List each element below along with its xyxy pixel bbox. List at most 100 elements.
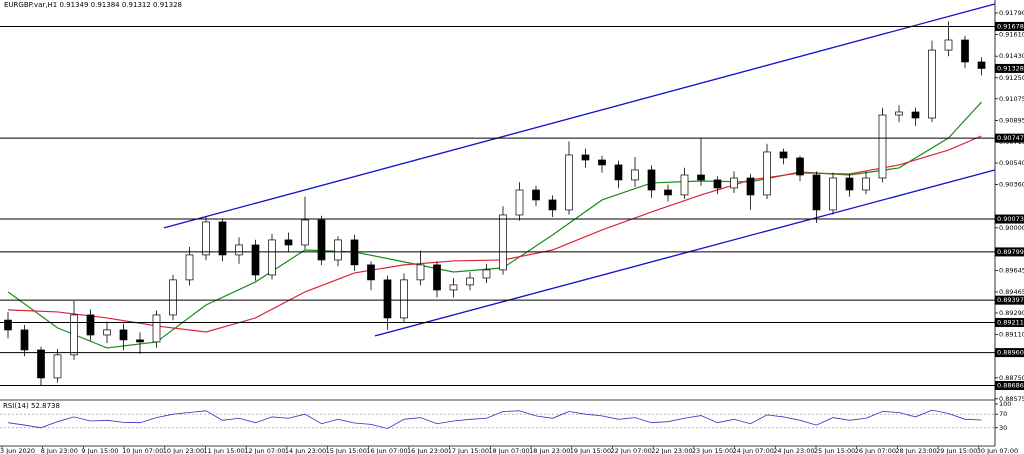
candle-body xyxy=(647,169,656,191)
y-tick-label: 0.88750 xyxy=(999,374,1024,382)
y-tick-label: 0.91430 xyxy=(999,52,1024,60)
candle-body xyxy=(961,39,969,63)
y-tick-label: 0.90895 xyxy=(999,116,1024,124)
candle-body xyxy=(614,164,623,181)
x-tick-label: 10 Jun 07:00 xyxy=(122,447,163,454)
level-line-box xyxy=(995,214,1024,224)
candle-body xyxy=(862,177,870,191)
x-tick-label: 11 Jun 15:00 xyxy=(204,447,245,454)
candle-body xyxy=(433,264,441,291)
x-tick-label: 19 Jun 15:00 xyxy=(570,447,611,454)
y-tick-label: 0.91075 xyxy=(999,95,1024,103)
level-line-box xyxy=(995,295,1024,305)
level-line-label: 0.89211 xyxy=(997,318,1024,326)
candle-body xyxy=(416,264,425,281)
x-tick-label: 22 Jun 23:00 xyxy=(651,447,692,454)
candle-body xyxy=(829,177,837,211)
x-tick-label: 10 Jun 23:00 xyxy=(163,447,204,454)
level-line-box xyxy=(995,317,1024,327)
candle-body xyxy=(779,151,788,159)
candle-body xyxy=(317,219,326,261)
candle-body xyxy=(251,244,260,276)
level-line-box xyxy=(995,133,1024,143)
y-tick-label: 0.89110 xyxy=(999,331,1024,339)
candle-body xyxy=(70,314,78,356)
y-tick-label: 0.90540 xyxy=(999,159,1024,167)
x-tick-label: 18 Jun 23:00 xyxy=(529,447,570,454)
y-tick-label: 0.90360 xyxy=(999,181,1024,189)
candle-body xyxy=(284,239,293,246)
rsi-name: RSI(14) xyxy=(3,402,29,410)
candle-body xyxy=(152,314,161,343)
candle-body xyxy=(763,151,771,196)
candle-body xyxy=(812,174,821,211)
x-tick-label: 16 Jun 23:00 xyxy=(407,447,448,454)
chart-body: 0.91790 0.91610 0.91430 0.91250 0.91075 0.908… xyxy=(0,3,1024,454)
candle-body xyxy=(697,174,705,181)
candle-body xyxy=(136,339,144,343)
candle-body xyxy=(185,254,194,281)
x-tick-label: 22 Jun 07:00 xyxy=(611,447,652,454)
candle-body xyxy=(515,189,524,216)
rsi-line xyxy=(7,409,982,429)
level-line-box xyxy=(995,348,1024,358)
open: 0.91349 xyxy=(59,1,88,9)
x-tick-label: 30 Jun 07:00 xyxy=(977,447,1018,454)
level-line-label: 0.89397 xyxy=(997,296,1024,304)
x-tick-label: 12 Jun 07:00 xyxy=(244,447,285,454)
candle-body xyxy=(548,199,557,211)
y-tick-label: 0.90000 xyxy=(999,224,1024,232)
candle-body xyxy=(383,279,392,319)
x-tick-label: 25 Jun 15:00 xyxy=(814,447,855,454)
x-tick-label: 14 Jun 23:00 xyxy=(285,447,326,454)
candle-body xyxy=(532,189,540,201)
candle-body xyxy=(878,114,887,179)
candle-body xyxy=(746,177,755,196)
candle-body xyxy=(466,277,474,286)
candle-body xyxy=(977,61,986,69)
chart-title: EURGBP.var,H1 0.91349 0.91384 0.91312 0.… xyxy=(4,1,182,9)
y-tick-label: 0.91790 xyxy=(999,9,1024,17)
candle-body xyxy=(218,221,227,256)
candle-body xyxy=(845,177,854,191)
candle-body xyxy=(86,314,95,336)
x-tick-label: 17 Jun 15:00 xyxy=(448,447,489,454)
x-tick-label: 26 Jun 07:00 xyxy=(855,447,896,454)
x-tick-label: 9 Jun 15:00 xyxy=(81,447,118,454)
candle-body xyxy=(598,159,606,166)
trendline xyxy=(163,3,995,229)
y-tick-label: 0.91610 xyxy=(999,31,1024,39)
rsi-value: 52.8738 xyxy=(31,402,60,410)
rsi-tick-label: 70 xyxy=(999,410,1007,418)
level-line-box xyxy=(995,380,1024,390)
level-line-box xyxy=(995,247,1024,257)
x-tick-label: 18 Jun 07:00 xyxy=(488,447,529,454)
candle-body xyxy=(20,329,29,351)
rsi-tick-label: 30 xyxy=(999,424,1007,432)
level-line-label: 0.89799 xyxy=(997,248,1024,256)
candle-body xyxy=(664,189,672,196)
level-line-label: 0.88960 xyxy=(997,349,1024,357)
candle-body xyxy=(4,319,12,331)
candle-body xyxy=(103,329,111,336)
level-line-label: 0.91678 xyxy=(997,22,1024,30)
candle-body xyxy=(895,111,903,116)
x-tick-label: 15 Jun 15:00 xyxy=(326,447,367,454)
candle-body xyxy=(911,111,920,119)
x-tick-label: 24 Jun 23:00 xyxy=(773,447,814,454)
candle-body xyxy=(796,157,804,176)
low: 0.91312 xyxy=(122,1,151,9)
candle-body xyxy=(928,49,936,119)
last-price-box xyxy=(995,63,1024,73)
candle-body xyxy=(367,264,375,281)
x-tick-label: 24 Jun 07:00 xyxy=(733,447,774,454)
candle-body xyxy=(37,349,45,379)
y-tick-label: 0.89290 xyxy=(999,309,1024,317)
candle-body xyxy=(631,169,639,181)
candle-body xyxy=(301,219,309,246)
candle-body xyxy=(119,329,128,341)
x-tick-label: 23 Jun 15:00 xyxy=(692,447,733,454)
x-tick-label: 8 Jun 23:00 xyxy=(41,447,78,454)
